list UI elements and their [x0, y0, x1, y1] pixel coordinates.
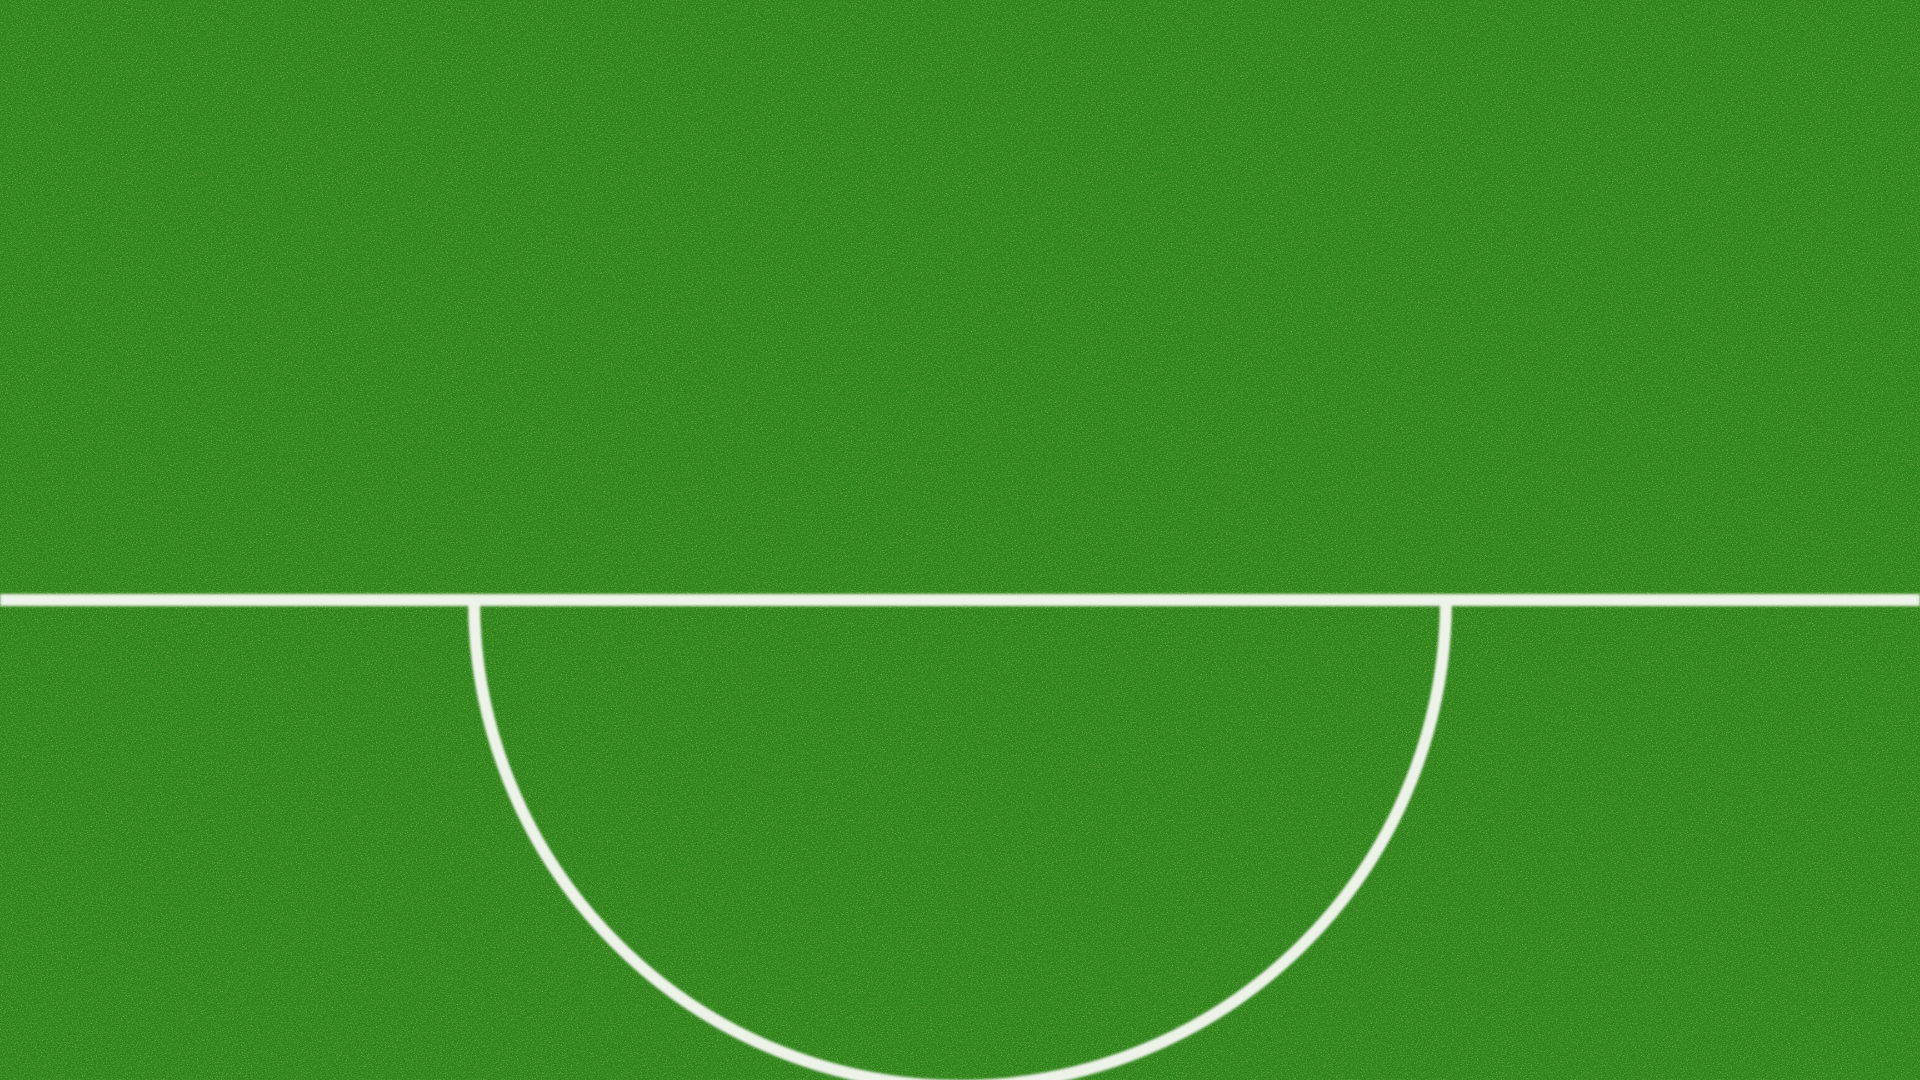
halfway-line [0, 594, 1920, 606]
pitch-markings [0, 594, 1920, 1080]
center-semicircle [468, 599, 1452, 1080]
